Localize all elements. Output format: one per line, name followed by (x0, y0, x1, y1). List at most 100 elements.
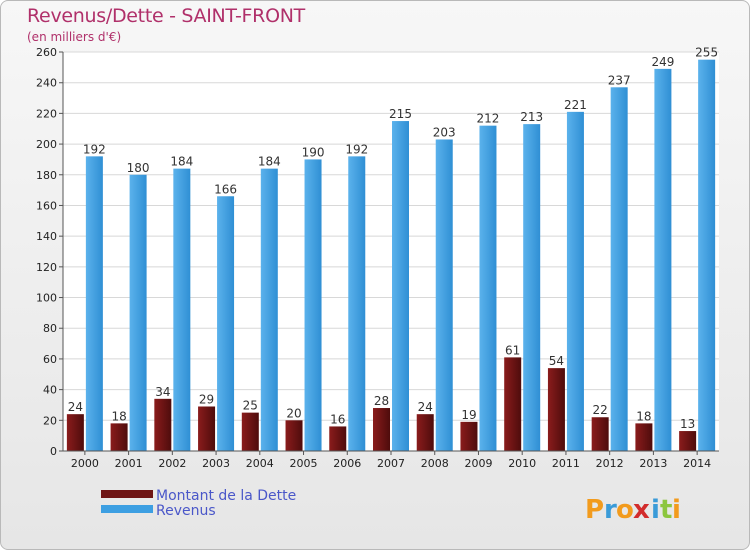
x-tick-label-2013: 2013 (639, 457, 667, 470)
data-labels: 24 192 18 180 34 184 29 166 25 184 20 190 16 192 28 215… (68, 46, 718, 431)
bar-revenus-2014 (698, 59, 716, 452)
x-tick-label-2003: 2003 (202, 457, 230, 470)
bar-revenus-2004 (260, 168, 278, 451)
bar-dette-2008 (416, 414, 434, 451)
data-label-revenus-2014: 255 (695, 46, 718, 60)
x-tick-label-2000: 2000 (71, 457, 99, 470)
logo-letter: i (672, 495, 681, 525)
bar-dette-2002 (154, 398, 172, 451)
data-label-dette-2006: 16 (330, 412, 345, 426)
x-tick-label-2012: 2012 (596, 457, 624, 470)
bar-revenus-2010 (523, 124, 541, 451)
x-tick-label-2009: 2009 (464, 457, 492, 470)
data-label-dette-2010: 61 (505, 343, 520, 357)
y-tick-label: 140 (36, 230, 57, 243)
y-tick-label: 240 (36, 77, 57, 90)
data-label-dette-2007: 28 (374, 394, 389, 408)
legend-swatch-dette (101, 490, 153, 498)
grid-lines (63, 51, 719, 452)
bar-revenus-2012 (610, 87, 628, 452)
y-tick-label: 120 (36, 261, 57, 274)
x-tick-label-2007: 2007 (377, 457, 405, 470)
bar-dette-2006 (329, 426, 347, 451)
logo-letter: t (660, 495, 672, 525)
data-label-revenus-2011: 221 (564, 98, 587, 112)
bar-revenus-2008 (435, 139, 453, 451)
data-label-dette-2013: 18 (636, 409, 651, 423)
data-label-dette-2001: 18 (111, 409, 126, 423)
bar-dette-2010 (504, 357, 522, 451)
data-label-dette-2012: 22 (593, 403, 608, 417)
data-label-revenus-2008: 203 (433, 125, 456, 139)
bars (66, 59, 716, 452)
x-tick-label-2011: 2011 (552, 457, 580, 470)
y-tick-label: 160 (36, 199, 57, 212)
data-label-dette-2008: 24 (418, 400, 433, 414)
bar-revenus-2001 (129, 174, 147, 451)
x-tick-label-2006: 2006 (333, 457, 361, 470)
data-label-dette-2014: 13 (680, 417, 695, 431)
y-tick-label: 40 (43, 384, 57, 397)
bar-revenus-2006 (348, 156, 366, 451)
legend-label-revenus: Revenus (156, 503, 216, 519)
y-tick-label: 0 (50, 445, 57, 458)
logo-letter: x (633, 495, 650, 525)
bar-revenus-2000 (85, 156, 103, 451)
plot-area (63, 52, 719, 451)
bar-dette-2001 (110, 423, 128, 451)
data-label-dette-2004: 25 (243, 399, 258, 413)
bar-dette-2000 (66, 414, 84, 451)
data-label-dette-2011: 54 (549, 354, 564, 368)
bar-dette-2005 (285, 420, 303, 451)
bar-revenus-2005 (304, 159, 322, 451)
data-label-dette-2003: 29 (199, 392, 214, 406)
y-tick-label: 60 (43, 353, 57, 366)
data-label-revenus-2007: 215 (389, 107, 412, 121)
data-label-revenus-2003: 166 (214, 182, 237, 196)
legend: Montant de la Dette Revenus (101, 488, 296, 519)
data-label-revenus-2010: 213 (520, 110, 543, 124)
data-label-revenus-2004: 184 (258, 155, 281, 169)
x-tick-label-2004: 2004 (246, 457, 274, 470)
bar-dette-2014 (679, 431, 697, 451)
bar-dette-2013 (635, 423, 653, 451)
bar-dette-2004 (241, 412, 259, 451)
x-tick-label-2010: 2010 (508, 457, 536, 470)
bar-dette-2012 (591, 417, 609, 451)
logo-letter: r (604, 495, 617, 525)
legend-label-dette: Montant de la Dette (156, 488, 296, 504)
bar-revenus-2007 (392, 121, 409, 452)
logo-letter: o (616, 495, 634, 525)
logo-letter: i (651, 495, 660, 525)
data-label-revenus-2002: 184 (170, 155, 193, 169)
x-tick-label-2014: 2014 (683, 457, 711, 470)
data-label-revenus-2005: 190 (302, 145, 325, 159)
chart-subtitle: (en milliers d'€) (27, 30, 122, 44)
data-label-dette-2002: 34 (155, 385, 170, 399)
logo-letter: P (585, 495, 604, 525)
y-tick-label: 20 (43, 414, 57, 427)
data-label-revenus-2013: 249 (651, 55, 674, 69)
data-label-dette-2009: 19 (461, 408, 476, 422)
data-label-dette-2005: 20 (286, 406, 301, 420)
x-tick-label-2008: 2008 (421, 457, 449, 470)
data-label-dette-2000: 24 (68, 400, 83, 414)
data-label-revenus-2009: 212 (477, 112, 500, 126)
chart-title: Revenus/Dette - SAINT-FRONT (27, 5, 305, 27)
y-tick-label: 200 (36, 138, 57, 151)
bar-dette-2007 (373, 408, 390, 451)
bar-revenus-2011 (566, 111, 584, 451)
data-label-revenus-2000: 192 (83, 142, 106, 156)
y-tick-label: 80 (43, 322, 57, 335)
x-tick-label-2001: 2001 (115, 457, 143, 470)
bar-dette-2009 (460, 421, 478, 451)
legend-swatch-revenus (101, 505, 153, 513)
data-label-revenus-2001: 180 (127, 161, 150, 175)
bar-dette-2011 (547, 368, 565, 451)
data-label-revenus-2006: 192 (345, 142, 368, 156)
bar-revenus-2002 (173, 168, 191, 451)
y-tick-label: 260 (36, 46, 57, 59)
bar-revenus-2009 (479, 125, 497, 452)
